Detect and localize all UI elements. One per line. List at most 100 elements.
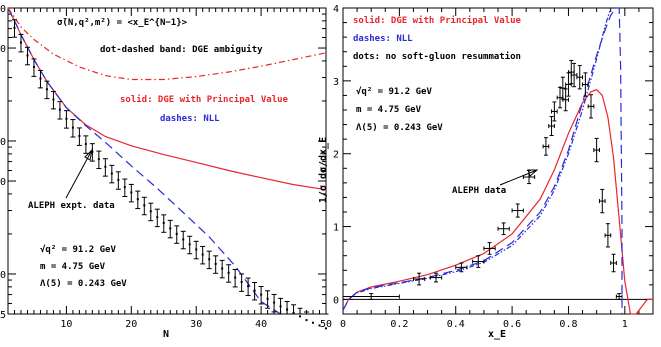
left-solid-annotation: solid: DGE with Principal Value xyxy=(120,94,289,105)
left-x-tick-label: 20 xyxy=(125,319,137,330)
left-data-point xyxy=(130,191,133,194)
right-y-tick-label: 2 xyxy=(333,150,339,161)
left-data-point xyxy=(162,221,165,224)
right-x-axis-title: x_E xyxy=(488,329,506,340)
left-data-point xyxy=(149,210,152,213)
left-data-point xyxy=(247,285,250,288)
right-param-mass: m = 4.75 GeV xyxy=(356,105,422,115)
left-data-point xyxy=(318,324,321,327)
right-curve-dots xyxy=(348,7,612,300)
left-data-point xyxy=(45,88,48,91)
right-data-arrow-line xyxy=(499,169,538,186)
left-data-arrow-line xyxy=(65,149,93,199)
left-x-tick-label: 40 xyxy=(255,319,267,330)
left-data-point xyxy=(273,301,276,304)
right-x-tick-label: 0.2 xyxy=(390,319,408,330)
right-param-lambda: Λ(5) = 0.243 GeV xyxy=(356,123,443,133)
left-data-point xyxy=(97,158,100,161)
left-data-point xyxy=(143,204,146,207)
right-curve-dashes xyxy=(342,7,623,314)
left-data-point xyxy=(182,238,185,241)
left-y-tick-label: 1.000 xyxy=(0,4,6,15)
left-data-point xyxy=(260,293,263,296)
left-data-point xyxy=(110,172,113,175)
left-data-point xyxy=(13,26,16,29)
left-data-point xyxy=(188,243,191,246)
left-y-tick-label: 0.500 xyxy=(0,44,6,55)
right-x-tick-label: 0 xyxy=(340,319,346,330)
left-y-tick-label: 0.050 xyxy=(0,177,6,188)
left-data-point xyxy=(175,232,178,235)
right-data-points xyxy=(342,59,623,300)
left-dashes-annotation: dashes: NLL xyxy=(160,114,220,124)
left-data-point xyxy=(208,258,211,261)
left-data-point xyxy=(221,267,224,270)
left-data-point xyxy=(169,227,172,230)
right-x-tick-label: 0.8 xyxy=(559,319,577,330)
left-x-tick-label: 10 xyxy=(60,319,72,330)
left-curves xyxy=(7,7,327,315)
left-data-point xyxy=(195,248,198,251)
left-plot-frame xyxy=(7,7,327,315)
left-data-point xyxy=(214,262,217,265)
left-data-point xyxy=(91,150,94,153)
right-axis-ticks: 0 0.2 0.4 0.6 0.8 1 0 1 2 3 4 xyxy=(333,4,654,330)
left-curve-solid xyxy=(7,7,327,191)
left-param-mass: m = 4.75 GeV xyxy=(40,262,106,272)
left-data-point xyxy=(325,327,327,330)
left-data-points xyxy=(11,19,329,330)
right-dashes-annotation: dashes: NLL xyxy=(353,34,413,44)
left-band-annotation: dot-dashed band: DGE ambiguity xyxy=(100,44,263,55)
left-y-axis-title: σ̃(N,q²,m²) = <x_E^{N−1}> xyxy=(57,17,188,28)
left-data-point xyxy=(26,54,29,57)
left-data-point xyxy=(123,186,126,189)
right-dots-annotation: dots: no soft-gluon resummation xyxy=(353,51,521,62)
left-data-point xyxy=(266,297,269,300)
left-data-point xyxy=(78,135,81,138)
left-y-tick-label: 0.005 xyxy=(0,310,6,321)
left-data-point xyxy=(58,108,61,111)
right-x-tick-label: 0.4 xyxy=(447,319,465,330)
left-x-tick-label: 30 xyxy=(190,319,202,330)
left-data-point xyxy=(39,77,42,80)
left-data-point xyxy=(299,315,302,318)
left-data-point xyxy=(240,281,243,284)
left-y-tick-label: 0.010 xyxy=(0,270,6,281)
right-x-tick-label: 0.6 xyxy=(503,319,521,330)
left-data-label: ALEPH expt. data xyxy=(28,201,115,211)
right-solid-annotation: solid: DGE with Principal Value xyxy=(353,15,522,26)
left-x-tick-label: 50 xyxy=(320,319,332,330)
left-data-point xyxy=(117,178,120,181)
left-data-point xyxy=(32,66,35,69)
right-y-tick-label: 4 xyxy=(333,4,339,15)
right-y-tick-label: 0 xyxy=(333,295,339,306)
right-param-sqrt-q2: √q² = 91.2 GeV xyxy=(356,86,432,97)
right-chart-panel: 0 0.2 0.4 0.6 0.8 1 0 1 2 3 4 x_E 1/σ dσ/dx_E soli… xyxy=(318,4,654,340)
left-data-point xyxy=(292,311,295,314)
left-data-point xyxy=(84,142,87,145)
left-param-sqrt-q2: √q² = 91.2 GeV xyxy=(40,244,116,255)
left-y-tick-label: 0.100 xyxy=(0,137,6,148)
left-data-point xyxy=(65,117,68,120)
left-axis-ticks: 10 20 30 40 50 0.005 0.010 0.050 0.100 0.500 1.000 xyxy=(0,4,332,330)
left-data-point xyxy=(286,308,289,311)
left-x-axis-title: N xyxy=(163,329,169,340)
right-y-axis-title: 1/σ dσ/dx_E xyxy=(318,137,329,203)
left-data-point xyxy=(104,165,107,168)
left-chart-panel: 10 20 30 40 50 0.005 0.010 0.050 0.100 0.500 1.000… xyxy=(0,4,332,340)
left-data-point xyxy=(52,98,55,101)
right-data-label: ALEPH data xyxy=(452,186,506,196)
left-curve-dot-dashed xyxy=(7,7,327,81)
left-data-point xyxy=(312,321,315,324)
left-data-point xyxy=(136,198,139,201)
left-data-point xyxy=(227,271,230,274)
right-x-tick-label: 1 xyxy=(622,319,628,330)
right-y-tick-label: 1 xyxy=(333,223,339,234)
left-data-point xyxy=(19,41,22,44)
left-data-point xyxy=(201,253,204,256)
left-data-point xyxy=(253,289,256,292)
left-data-point xyxy=(279,305,282,308)
right-y-tick-label: 3 xyxy=(333,77,339,88)
left-param-lambda: Λ(5) = 0.243 GeV xyxy=(40,279,127,289)
